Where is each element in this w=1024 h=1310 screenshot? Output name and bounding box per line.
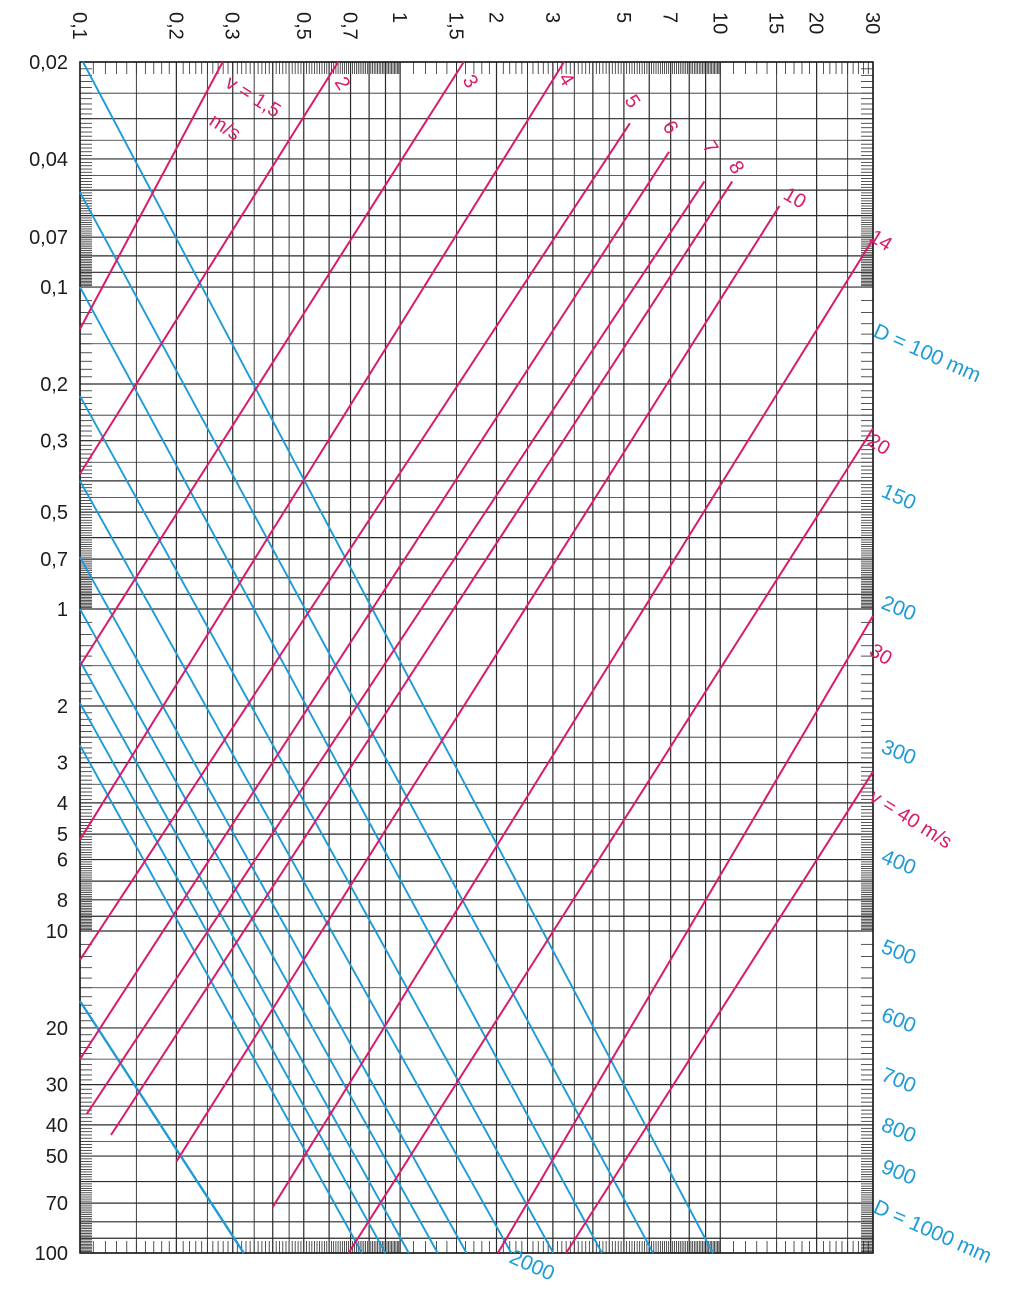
y-tick-label: 3	[57, 753, 68, 775]
velocity-line	[347, 427, 874, 1254]
x-tick-label: 0,7	[339, 12, 361, 40]
diameter-label: 500	[878, 935, 919, 969]
y-tick-label: 4	[57, 793, 68, 815]
velocity-line	[79, 61, 565, 841]
velocity-line	[79, 151, 670, 1060]
x-tick-label: 0,5	[292, 12, 314, 40]
y-tick-label: 0,1	[40, 277, 68, 299]
x-tick-label: 0,3	[221, 12, 243, 40]
diameter-label: 700	[878, 1063, 919, 1097]
diameter-label: 900	[878, 1155, 919, 1189]
diameter-label: 200	[878, 591, 919, 625]
y-tick-label: 0,5	[40, 502, 68, 524]
major-grid	[79, 61, 874, 1254]
diameter-label: 800	[878, 1113, 919, 1147]
y-tick-label: 0,07	[29, 227, 68, 249]
diameter-label: D = 1000 mm	[870, 1196, 995, 1269]
y-tick-label: 10	[46, 921, 68, 943]
x-tick-label: 30	[861, 12, 883, 34]
velocity-label: 3	[458, 71, 483, 92]
velocity-line	[79, 61, 224, 330]
minor-grid	[80, 62, 873, 1253]
diameter-line	[79, 744, 363, 1254]
diameter-label: 2000	[506, 1246, 558, 1286]
diameter-label: 400	[878, 845, 919, 879]
x-tick-label: 0,1	[68, 12, 90, 40]
diameter-line	[79, 286, 603, 1254]
y-tick-label: 0,04	[29, 149, 68, 171]
y-tick-label: 0,2	[40, 374, 68, 396]
diameter-line	[79, 556, 468, 1254]
y-tick-label: 0,02	[29, 52, 68, 74]
x-tick-label: 10	[708, 12, 730, 34]
x-tick-label: 1,5	[445, 12, 467, 40]
diameter-label: 300	[878, 735, 919, 769]
x-tick-label: 15	[765, 12, 787, 34]
velocity-line	[497, 615, 874, 1254]
y-tick-label: 8	[57, 890, 68, 912]
velocity-line	[79, 61, 465, 667]
diameter-line	[79, 660, 410, 1254]
y-tick-label: 5	[57, 824, 68, 846]
y-tick-label: 40	[46, 1115, 68, 1137]
diameter-line	[79, 395, 555, 1254]
diameter-line	[79, 480, 513, 1254]
diameter-label: 150	[878, 480, 919, 515]
diameter-label: D = 100 mm	[870, 320, 984, 388]
diameter-label: 600	[878, 1003, 919, 1037]
velocity-line	[175, 205, 781, 1163]
velocity-lines	[79, 61, 874, 1254]
velocity-label: v = 1,5	[221, 72, 284, 123]
velocity-label: 6	[658, 117, 683, 138]
x-tick-label: 0,2	[164, 12, 186, 40]
diameter-line	[82, 61, 714, 1254]
x-tick-label: 2	[484, 12, 506, 23]
velocity-label: 14	[865, 226, 896, 256]
velocity-label: 10	[780, 183, 810, 213]
velocity-line	[110, 180, 734, 1136]
velocity-line	[85, 180, 706, 1115]
x-tick-label: 20	[805, 12, 827, 34]
plot-frame	[79, 61, 874, 1254]
velocity-label: 20	[863, 430, 894, 460]
diameter-line	[79, 702, 387, 1254]
velocity-line	[79, 61, 339, 475]
diameter-line	[79, 608, 439, 1254]
y-tick-label: 6	[57, 850, 68, 872]
x-tick-label: 5	[612, 12, 634, 23]
velocity-label: 8	[724, 157, 749, 178]
diameter-line	[79, 191, 654, 1254]
y-axis-labels: 0,02 0,04 0,07 0,1 0,2 0,3 0,5 0,7 1 2 3 4 5 6 8 10 20 30…	[29, 52, 68, 1265]
y-tick-label: 20	[46, 1018, 68, 1040]
y-tick-label: 100	[35, 1243, 68, 1265]
velocity-line	[271, 238, 874, 1208]
diameter-line	[79, 1000, 245, 1254]
y-tick-label: 30	[46, 1075, 68, 1097]
velocity-label: v = 40 m/s	[865, 786, 955, 854]
diameter-lines	[79, 61, 714, 1254]
y-tick-label: 0,7	[40, 549, 68, 571]
velocity-line	[565, 771, 874, 1254]
y-tick-label: 0,3	[40, 431, 68, 453]
x-tick-label: 3	[541, 12, 563, 23]
velocity-line	[79, 122, 631, 961]
edge-ticks	[80, 62, 873, 1253]
x-tick-label: 7	[659, 12, 681, 23]
x-tick-label: 1	[388, 12, 410, 23]
y-tick-label: 70	[46, 1193, 68, 1215]
y-tick-label: 2	[57, 696, 68, 718]
y-tick-label: 50	[46, 1146, 68, 1168]
x-axis-labels: 0,1 0,2 0,3 0,5 0,7 1 1,5 2 3 5 7 10 15 20 30	[68, 12, 883, 40]
y-tick-label: 1	[57, 599, 68, 621]
